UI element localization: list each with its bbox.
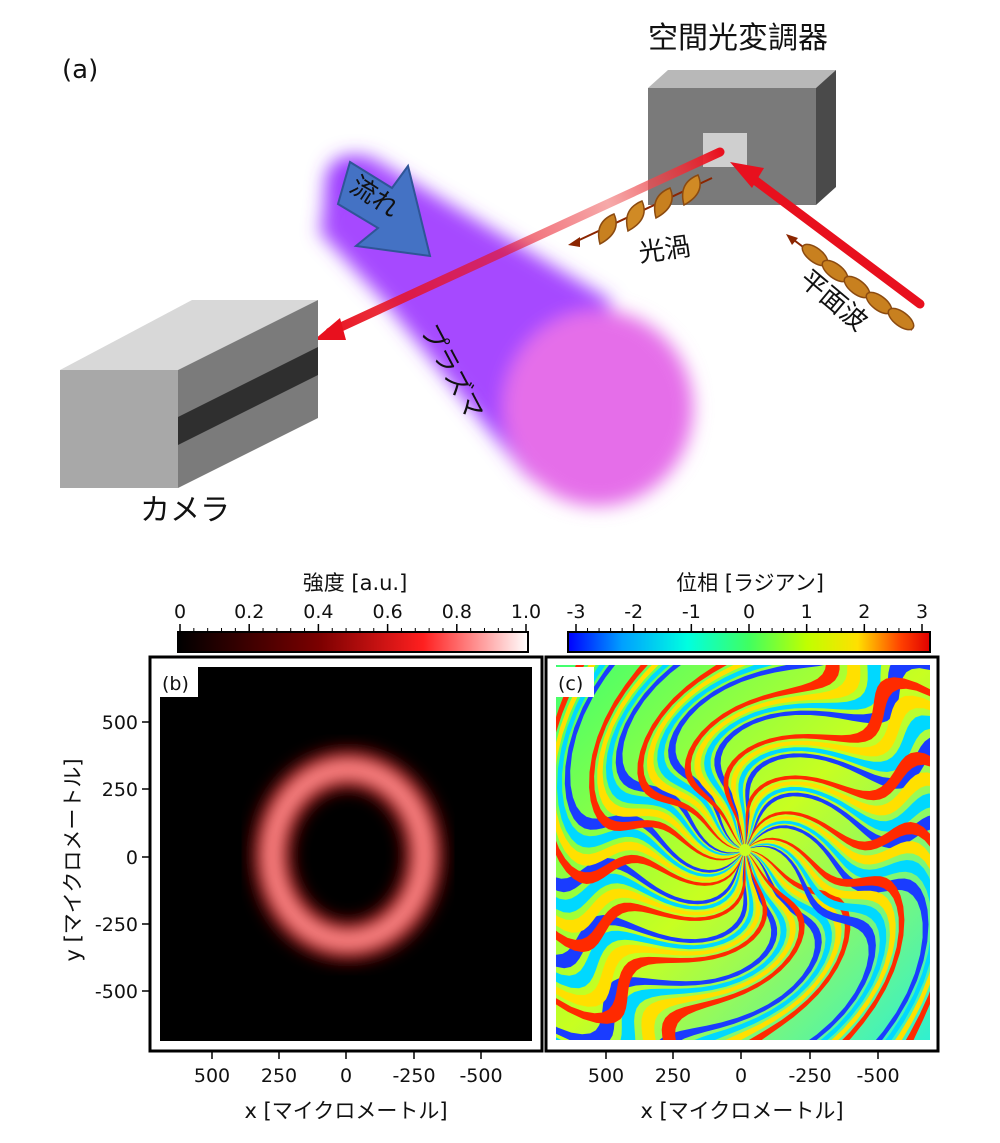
phase-band xyxy=(694,851,832,1040)
phase-band xyxy=(597,665,740,858)
panel-b-xlabel: x [マイクロメートル] xyxy=(244,1099,447,1123)
vortex-beam xyxy=(314,147,725,340)
colorbar-tick-label: 1 xyxy=(801,601,813,623)
x-tick-label: 250 xyxy=(655,1065,691,1087)
colorbar-tick-label: 0 xyxy=(174,601,186,623)
phase-map xyxy=(544,655,940,1053)
y-tick-label: 500 xyxy=(102,712,138,734)
phase-band xyxy=(556,665,743,905)
x-tick-label: -250 xyxy=(392,1065,435,1087)
phase-band xyxy=(749,837,905,1040)
colorbar-tick-label: 1.0 xyxy=(511,601,541,623)
phase-band xyxy=(746,772,930,845)
intensity-map xyxy=(148,655,544,1053)
phase-band xyxy=(747,816,930,1040)
panel-c-label-bg xyxy=(556,667,594,697)
panel-a-label: (a) xyxy=(62,55,98,85)
y-tick-label: 250 xyxy=(102,779,138,801)
phase-band xyxy=(637,665,739,850)
panel-c-x-ticks: 500 250 0 -250 -500 xyxy=(588,1051,900,1087)
phase-band xyxy=(556,855,761,1007)
x-tick-label: 500 xyxy=(194,1065,230,1087)
panel-b-x-ticks: 500 250 0 -250 -500 xyxy=(194,1051,503,1087)
plane-wave-icon xyxy=(786,234,915,331)
panel-b-label-bg xyxy=(160,667,198,697)
phase-band xyxy=(556,855,744,913)
phase-band xyxy=(748,820,930,1040)
phase-band xyxy=(661,854,805,1040)
phase-band xyxy=(746,786,930,845)
phase-band xyxy=(684,665,840,846)
incident-beam xyxy=(730,162,925,309)
x-tick-label: -250 xyxy=(788,1065,831,1087)
vortex-label: 光渦 xyxy=(637,232,693,269)
phase-band xyxy=(723,677,930,845)
panel-b-y-ticks: 500 250 0 -250 -500 xyxy=(95,712,150,1003)
phase-band xyxy=(556,855,745,933)
colorbar-tick-label: 0.4 xyxy=(303,601,333,623)
optical-vortex-icon xyxy=(568,174,713,247)
slm-label: 空間光変調器 xyxy=(648,21,828,56)
y-tick-label: 0 xyxy=(126,847,138,869)
colorbar-tick-label: 0.8 xyxy=(442,601,472,623)
x-tick-label: 250 xyxy=(261,1065,297,1087)
panel-b-ylabel: y [マイクロメートル] xyxy=(61,758,85,961)
phase-band xyxy=(745,752,930,845)
phase-band xyxy=(694,665,861,846)
phase-band xyxy=(659,852,822,1040)
intensity-colorbar-title: 強度 [a.u.] xyxy=(303,571,408,595)
colorbar-tick-label: 2 xyxy=(858,601,870,623)
phase-band xyxy=(556,856,746,953)
x-tick-label: 500 xyxy=(588,1065,624,1087)
colorbar-tick-label: 0.6 xyxy=(372,601,402,623)
phase-band xyxy=(749,825,929,1040)
colorbar-tick-label: -1 xyxy=(682,601,701,623)
x-tick-label: 0 xyxy=(340,1065,352,1087)
colorbar-tick-label: 0.2 xyxy=(234,601,264,623)
panel-b-label: (b) xyxy=(162,673,189,695)
intensity-colorbar: 0 0.2 0.4 0.6 0.8 1.0 xyxy=(174,601,541,653)
panel-c-label: (c) xyxy=(558,673,583,695)
phase-band xyxy=(646,665,747,850)
phase-band xyxy=(747,811,930,1040)
phase-colorbar-title: 位相 [ラジアン] xyxy=(676,571,824,595)
colorbar-tick-label: 3 xyxy=(916,601,928,623)
phase-band xyxy=(556,665,743,882)
y-tick-label: -500 xyxy=(95,981,138,1003)
x-tick-label: -500 xyxy=(856,1065,899,1087)
x-tick-label: 0 xyxy=(735,1065,747,1087)
colorbar-tick-label: 0 xyxy=(743,601,755,623)
spatial-light-modulator xyxy=(648,70,836,205)
panel-c-xlabel: x [マイクロメートル] xyxy=(640,1099,843,1123)
camera xyxy=(60,300,318,488)
camera-label: カメラ xyxy=(140,493,230,528)
phase-colorbar: -3 -2 -1 0 1 2 3 xyxy=(567,601,931,653)
phase-band xyxy=(556,856,754,989)
x-tick-label: -500 xyxy=(459,1065,502,1087)
phase-band xyxy=(556,855,748,969)
phase-band xyxy=(738,715,930,844)
flow-arrow xyxy=(336,160,432,258)
colorbar-tick-label: -2 xyxy=(624,601,643,623)
y-tick-label: -250 xyxy=(95,914,138,936)
phase-band xyxy=(556,855,778,1040)
colorbar-tick-label: -3 xyxy=(567,601,586,623)
